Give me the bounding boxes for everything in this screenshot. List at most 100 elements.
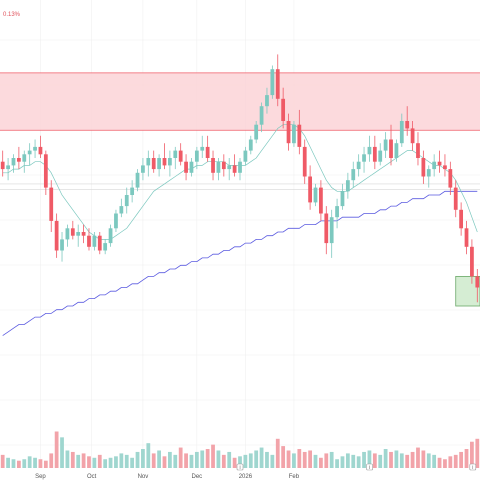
x-tick-label: Sep xyxy=(35,474,46,480)
marker-box xyxy=(236,463,244,471)
volume-bar xyxy=(340,456,345,468)
candle-body xyxy=(378,150,383,162)
candle-body xyxy=(362,154,366,162)
candle-body xyxy=(470,246,474,277)
volume-bar xyxy=(372,453,377,468)
candle-body xyxy=(70,228,75,236)
volume-bar xyxy=(54,431,59,468)
candle-body xyxy=(356,161,361,170)
volume-bar xyxy=(443,459,447,468)
volume-bar xyxy=(135,451,140,468)
volume-bar xyxy=(130,457,135,468)
volume-bar xyxy=(437,457,442,468)
candle-body xyxy=(459,209,464,229)
candle-body xyxy=(335,206,339,218)
volume-bar xyxy=(184,453,188,468)
x-axis: Sep Oct Nov Dec 2026 Feb xyxy=(35,474,300,480)
candle-body xyxy=(135,172,140,188)
volume-bar xyxy=(232,457,237,468)
volume-bar xyxy=(254,450,259,468)
volume-bar xyxy=(108,457,113,468)
volume-bar xyxy=(211,444,215,468)
x-tick-label: Dec xyxy=(192,474,203,480)
volume-bar xyxy=(173,454,178,468)
volume-bar xyxy=(119,453,124,468)
candle-body xyxy=(281,98,286,121)
volume-bar xyxy=(329,451,334,468)
volume-bar xyxy=(216,450,221,468)
candle-body xyxy=(49,187,54,221)
volume-bar xyxy=(227,451,232,468)
candle-body xyxy=(243,150,248,162)
x-tick-label: Feb xyxy=(289,474,300,480)
candle-body xyxy=(372,146,377,162)
volume-bar xyxy=(351,454,356,468)
x-tick-label: Nov xyxy=(138,474,149,480)
candle-body xyxy=(421,158,426,177)
candle-body xyxy=(38,146,43,155)
candle-body xyxy=(367,146,372,155)
volume-bar xyxy=(270,454,275,468)
marker-label: i xyxy=(239,465,240,471)
volume-bar xyxy=(92,457,97,468)
volume-bar xyxy=(405,454,410,468)
volume-bar xyxy=(302,451,307,468)
volume-bar xyxy=(313,454,318,468)
volume-bar xyxy=(205,449,210,468)
candle-body xyxy=(11,158,16,166)
volume-bar xyxy=(43,460,48,468)
volume-bar xyxy=(399,453,404,468)
volume-bar xyxy=(221,454,226,468)
candle-body xyxy=(286,121,291,144)
candle-body xyxy=(114,213,118,229)
volume-bar xyxy=(189,454,194,468)
candle-body xyxy=(302,146,307,177)
volume-bar xyxy=(103,459,108,468)
volume-bar xyxy=(464,449,469,468)
candle-body xyxy=(157,158,161,170)
volume-bar xyxy=(0,454,5,468)
volume-bar xyxy=(60,437,64,468)
candle-body xyxy=(76,232,81,236)
volume-bar xyxy=(200,450,205,468)
volume-bar xyxy=(124,454,129,468)
candle-body xyxy=(205,146,210,158)
volume-bar xyxy=(324,453,329,468)
candle-body xyxy=(146,158,151,166)
candle-body xyxy=(432,161,437,170)
x-tick-label: Oct xyxy=(87,474,97,480)
candle-body xyxy=(216,161,221,173)
volume-bar xyxy=(33,457,37,468)
candle-body xyxy=(227,165,232,170)
candle-body xyxy=(275,69,280,99)
corner-label: 0.13% xyxy=(3,12,21,18)
volume-bar xyxy=(286,450,291,468)
candle-body xyxy=(475,276,480,288)
candle-body xyxy=(416,143,420,158)
volume-bar xyxy=(362,451,366,468)
candle-body xyxy=(60,239,64,251)
ma-short-line xyxy=(2,124,478,240)
candle-body xyxy=(141,165,145,173)
volume-bars xyxy=(0,431,480,468)
candles xyxy=(0,54,480,303)
volume-bar xyxy=(265,451,269,468)
volume-bar xyxy=(421,450,426,468)
volume-bar xyxy=(459,451,464,468)
candle-body xyxy=(308,176,312,203)
volume-bar xyxy=(243,454,248,468)
candle-body xyxy=(108,228,113,244)
candle-body xyxy=(87,235,91,247)
volume-bar xyxy=(146,443,151,468)
candle-body xyxy=(200,146,205,151)
volume-bar xyxy=(81,453,86,468)
volume-bar xyxy=(356,456,361,468)
volume-bar xyxy=(70,451,75,468)
candle-body xyxy=(270,69,275,96)
candle-body xyxy=(168,158,172,166)
volume-bar xyxy=(22,459,27,468)
candle-body xyxy=(464,228,469,247)
candle-body xyxy=(221,161,226,170)
